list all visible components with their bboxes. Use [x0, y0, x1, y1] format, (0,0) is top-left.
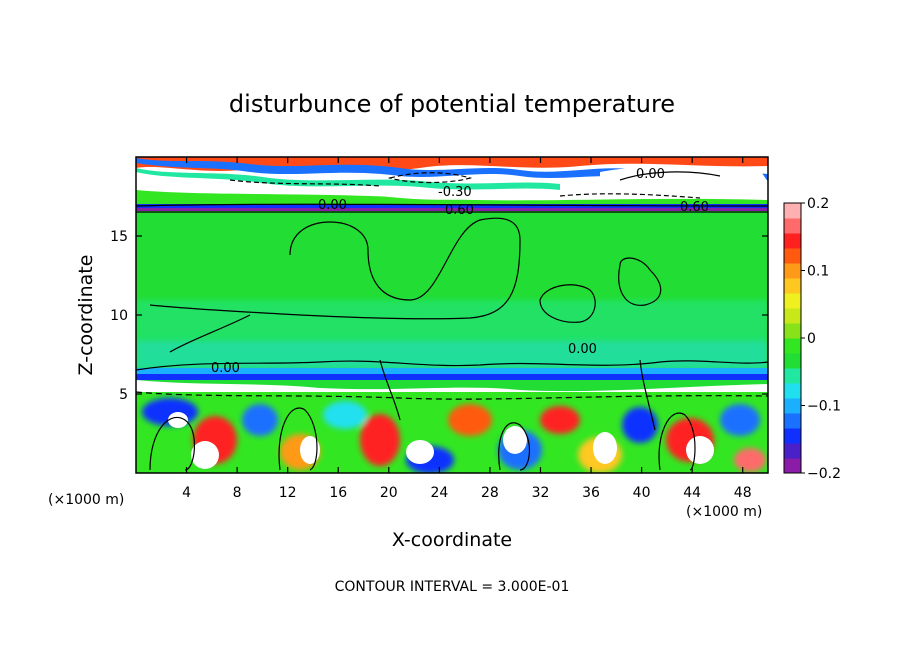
colorbar-segment	[784, 248, 801, 264]
colorbar-segment	[784, 218, 801, 234]
x-tick-label: 40	[633, 485, 651, 501]
y-unit-label: (×1000 m)	[48, 492, 124, 508]
colorbar-segment	[784, 428, 801, 444]
contour-labels: 0.00 0.00 0.00 0.00 0.60 0.60 -0.30	[211, 167, 709, 376]
colorbar-segment	[784, 293, 801, 309]
x-tick-label: 48	[734, 485, 752, 501]
colorbar-segment	[784, 278, 801, 294]
x-tick-label: 44	[683, 485, 701, 501]
upper-band	[136, 157, 768, 211]
contour-label: 0.60	[680, 200, 709, 215]
colorbar-segment	[784, 353, 801, 369]
x-axis-title: X-coordinate	[392, 529, 512, 551]
contour-label: -0.30	[438, 185, 472, 200]
colorbar-segment	[784, 233, 801, 249]
x-tick-label: 8	[233, 485, 242, 501]
contour-interval-note: CONTOUR INTERVAL = 3.000E-01	[335, 579, 570, 595]
contour-label: 0.00	[211, 361, 240, 376]
colorbar-segment	[784, 383, 801, 399]
y-tick-label: 15	[110, 229, 128, 245]
x-tick-label: 28	[481, 485, 499, 501]
y-tick-label: 10	[110, 308, 128, 324]
colorbar: 0.2 0.1 0 −0.1 −0.2	[783, 196, 841, 482]
contour-label: 0.00	[636, 167, 665, 182]
colorbar-segment	[784, 323, 801, 339]
contour-lines	[136, 171, 768, 471]
colorbar-tick-label: 0.2	[807, 196, 829, 212]
x-tick-label: 16	[329, 485, 347, 501]
colorbar-segment	[784, 368, 801, 384]
colorbar-segment	[784, 413, 801, 429]
x-tick-label: 4	[182, 485, 191, 501]
colorbar-tick-label: 0.1	[807, 264, 829, 280]
colorbar-segment	[784, 398, 801, 414]
colorbar-segment	[784, 263, 801, 279]
x-tick-label: 20	[380, 485, 398, 501]
colorbar-tick-label: −0.2	[807, 466, 841, 482]
plot-area: 0.00 0.00 0.00 0.00 0.60 0.60 -0.30	[136, 157, 768, 473]
colorbar-segment	[784, 308, 801, 324]
colorbar-segment	[784, 338, 801, 354]
y-axis: 5 10 15	[110, 229, 768, 403]
x-tick-label: 32	[532, 485, 550, 501]
colorbar-tick-label: −0.1	[807, 399, 841, 415]
contour-label: 0.60	[445, 203, 474, 218]
colorbar-segment	[784, 443, 801, 459]
x-tick-label: 12	[279, 485, 297, 501]
x-unit-label: (×1000 m)	[686, 504, 762, 520]
y-axis-title: Z-coordinate	[75, 255, 97, 376]
chart-title: disturbunce of potential temperature	[229, 90, 675, 118]
contour-label: 0.00	[318, 198, 347, 213]
colorbar-tick-label: 0	[807, 331, 816, 347]
lower-band	[136, 392, 768, 473]
y-tick-label: 5	[119, 387, 128, 403]
colorbar-segment	[784, 458, 801, 474]
x-tick-label: 24	[430, 485, 448, 501]
x-tick-label: 36	[582, 485, 600, 501]
colorbar-segment	[784, 203, 801, 219]
contour-label: 0.00	[568, 342, 597, 357]
x-axis: 4 8 12 16 20 24 28 32 36 40 44 48	[182, 157, 752, 501]
